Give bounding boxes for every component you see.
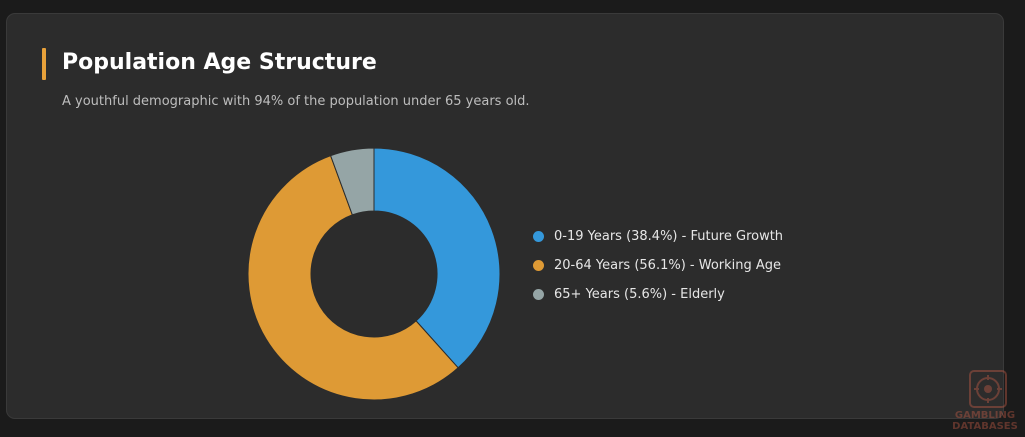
donut-slice-0[interactable] [373,147,501,369]
legend-swatch-1 [533,260,544,271]
donut-slice-1[interactable] [247,155,459,401]
watermark: GAMBLING DATABASES [945,368,1025,437]
legend-item-0[interactable]: 0-19 Years (38.4%) - Future Growth [533,222,783,251]
legend-swatch-0 [533,231,544,242]
chart-subtitle: A youthful demographic with 94% of the p… [62,94,530,109]
watermark-text-line1: GAMBLING [954,410,1016,421]
legend-label-1: 20-64 Years (56.1%) - Working Age [554,258,782,273]
legend-label-0: 0-19 Years (38.4%) - Future Growth [554,229,784,244]
chart-legend: 0-19 Years (38.4%) - Future Growth 20-64 … [533,222,783,309]
watermark-logo-icon [969,370,1007,408]
chart-title: Population Age Structure [62,50,377,75]
chart-card: Population Age Structure A youthful demo… [6,13,1004,419]
watermark-text-line2: DATABASES [952,421,1018,432]
watermark-text: GAMBLING DATABASES [945,410,1025,432]
donut-slice-2[interactable] [329,147,375,216]
legend-swatch-2 [533,289,544,300]
donut-chart [247,147,501,401]
legend-item-2[interactable]: 65+ Years (5.6%) - Elderly [533,280,783,309]
legend-label-2: 65+ Years (5.6%) - Elderly [554,287,725,302]
legend-item-1[interactable]: 20-64 Years (56.1%) - Working Age [533,251,783,280]
title-accent-bar [42,48,46,80]
